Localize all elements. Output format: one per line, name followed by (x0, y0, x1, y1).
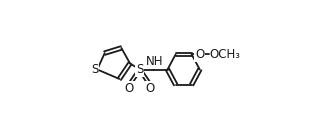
Text: S: S (91, 63, 99, 76)
Text: O: O (125, 82, 134, 95)
Text: OCH₃: OCH₃ (209, 48, 240, 61)
Text: O: O (195, 48, 204, 61)
Text: S: S (136, 63, 144, 76)
Text: NH: NH (146, 55, 163, 68)
Text: O: O (145, 82, 155, 95)
